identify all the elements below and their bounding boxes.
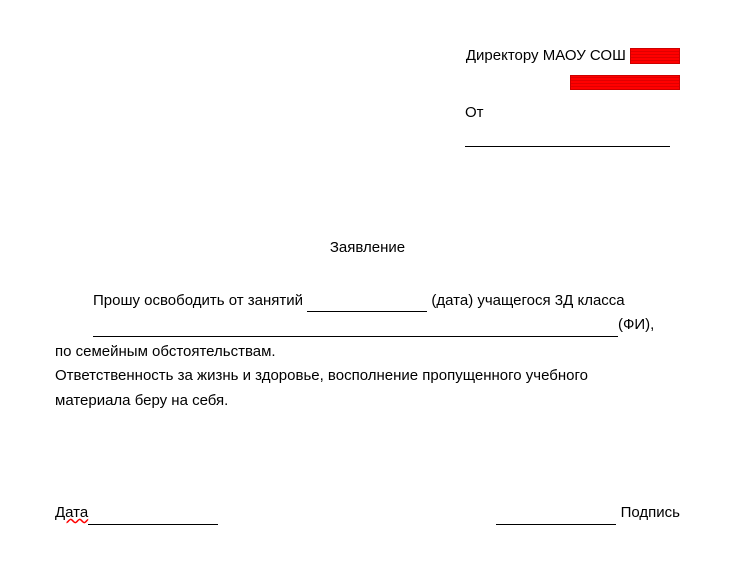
document-header: Директору МАОУ СОШ От bbox=[55, 45, 680, 147]
body-line-5: материала беру на себя. bbox=[55, 390, 680, 413]
body-line1-part2: (дата) учащегося 3Д класса bbox=[427, 292, 624, 309]
document-title: Заявление bbox=[55, 237, 680, 260]
from-blank bbox=[465, 133, 670, 147]
recipient-name-line bbox=[365, 72, 680, 95]
body-line1-part1: Прошу освободить от занятий bbox=[93, 292, 307, 309]
title-text: Заявление bbox=[330, 239, 405, 256]
signature-date: Дата bbox=[55, 502, 218, 525]
redacted-name bbox=[570, 75, 680, 90]
body-line3-text: по семейным обстоятельствам. bbox=[55, 343, 276, 360]
signature-sign: Подпись bbox=[496, 502, 680, 525]
recipient-line: Директору МАОУ СОШ bbox=[365, 45, 680, 68]
body-line-2: (ФИ), bbox=[55, 314, 680, 337]
from-line: От bbox=[365, 102, 680, 147]
body-line4-text: Ответственность за жизнь и здоровье, вос… bbox=[55, 367, 588, 384]
name-blank bbox=[93, 323, 618, 337]
date-blank-line bbox=[88, 511, 218, 525]
body-line-4: Ответственность за жизнь и здоровье, вос… bbox=[55, 365, 680, 388]
date-blank bbox=[307, 298, 427, 312]
redacted-number bbox=[630, 48, 680, 64]
fi-label: (ФИ), bbox=[618, 316, 654, 333]
sign-blank-line bbox=[496, 511, 616, 525]
from-prefix: От bbox=[465, 104, 484, 121]
signature-row: Дата Подпись bbox=[55, 502, 680, 525]
recipient-text: Директору МАОУ СОШ bbox=[466, 47, 630, 64]
date-label: Дата bbox=[55, 504, 88, 521]
body-line5-text: материала беру на себя. bbox=[55, 392, 228, 409]
sign-label: Подпись bbox=[616, 504, 680, 521]
body-line-3: по семейным обстоятельствам. bbox=[55, 341, 680, 364]
body-line-1: Прошу освободить от занятий (дата) учаще… bbox=[55, 290, 680, 313]
